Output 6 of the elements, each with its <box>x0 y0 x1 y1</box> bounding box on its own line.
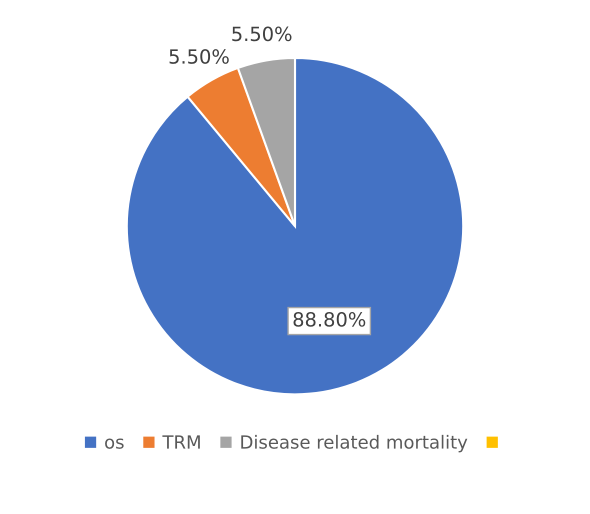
data-label: 5.50% <box>232 26 292 42</box>
data-label: 5.50% <box>170 49 229 64</box>
legend-label: os <box>105 438 124 449</box>
legend-label: TRM <box>162 435 200 449</box>
data-label: 88.80% <box>294 312 366 327</box>
legend-label: Disease related mortality <box>241 434 468 452</box>
